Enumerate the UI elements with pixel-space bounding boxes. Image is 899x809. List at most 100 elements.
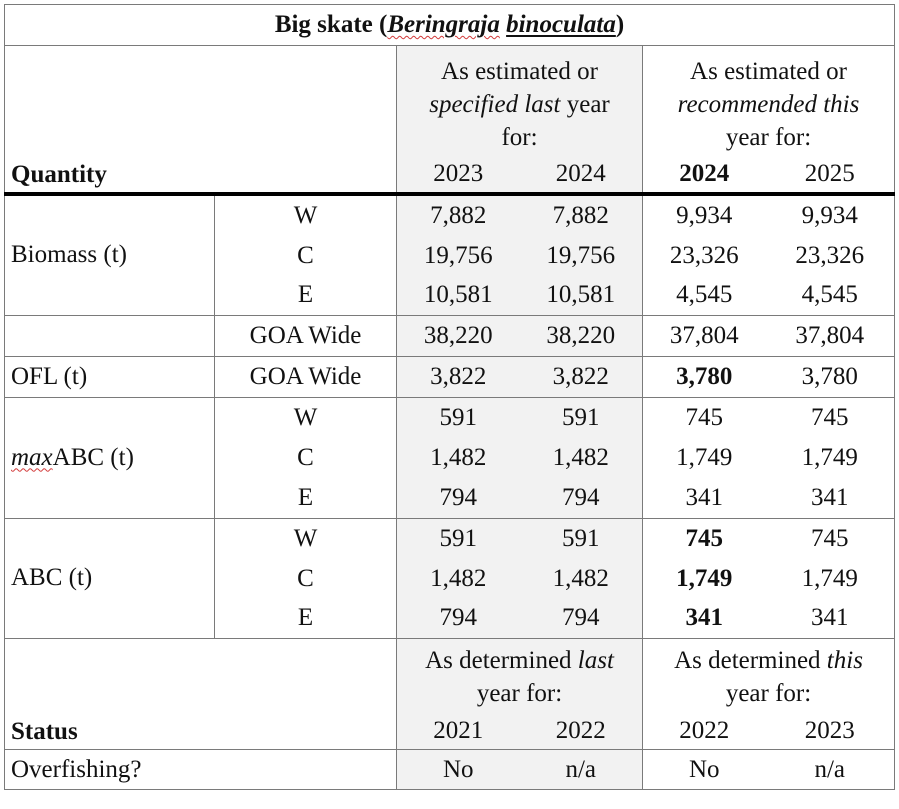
year-header-row: 2023 2024 2024 2025 <box>5 155 895 196</box>
table-row: ABC (t) W 591 591 745 745 <box>4 517 895 639</box>
value-cell: 341 <box>642 598 766 639</box>
overfishing-value: n/a <box>519 749 643 790</box>
overfishing-value: No <box>396 749 520 790</box>
value-cell: 745 <box>765 517 895 559</box>
value-cell: 1,749 <box>642 437 766 478</box>
biomass-label-spacer <box>4 315 215 357</box>
value-cell: 794 <box>396 598 520 639</box>
value-cell: 3,822 <box>519 355 643 398</box>
value-cell: 1,749 <box>642 558 766 599</box>
status-header: Status <box>4 637 397 750</box>
last-year-header: As estimated or specified last year for: <box>396 45 643 156</box>
value-cell: 10,581 <box>396 275 520 316</box>
value-cell: 591 <box>396 517 520 559</box>
status-year: 2022 <box>519 712 643 750</box>
area-cell: GOA Wide <box>214 314 397 357</box>
table-row: E 794 794 341 341 <box>5 598 895 639</box>
value-cell: 794 <box>519 477 643 519</box>
this-year-header: As estimated or recommended this year fo… <box>642 45 895 156</box>
value-cell: 591 <box>519 517 643 559</box>
table-row: C 1,482 1,482 1,749 1,749 <box>5 558 895 599</box>
value-cell: 19,756 <box>519 235 643 276</box>
value-cell: 9,934 <box>642 193 766 236</box>
value-cell: 23,326 <box>642 235 766 276</box>
value-cell: 794 <box>519 598 643 639</box>
area-cell: C <box>214 437 397 478</box>
value-cell: 3,822 <box>396 355 520 398</box>
value-cell: 7,882 <box>396 193 520 236</box>
table-row: C 1,482 1,482 1,749 1,749 <box>5 437 895 478</box>
table-row: OFL (t) GOA Wide 3,822 3,822 3,780 3,780 <box>4 355 895 398</box>
title-genus: Beringraja <box>387 11 500 38</box>
value-cell: 1,482 <box>396 558 520 599</box>
overfishing-value: No <box>642 749 766 790</box>
year-header: 2025 <box>765 155 895 196</box>
area-cell: GOA Wide <box>214 355 397 398</box>
value-cell: 591 <box>519 396 643 438</box>
value-cell: 3,780 <box>642 355 766 398</box>
year-header: 2024 <box>519 155 643 196</box>
value-cell: 38,220 <box>396 314 520 357</box>
maxabc-label: maxABC (t) <box>4 396 215 519</box>
value-cell: 37,804 <box>642 314 766 357</box>
value-cell: 23,326 <box>765 235 895 276</box>
table-row: C 19,756 19,756 23,326 23,326 <box>5 235 895 276</box>
value-cell: 1,482 <box>396 437 520 478</box>
value-cell: 10,581 <box>519 275 643 316</box>
status-year: 2023 <box>765 712 895 750</box>
value-cell: 19,756 <box>396 235 520 276</box>
value-cell: 745 <box>642 396 766 438</box>
status-this-year-header: As determined this year for: <box>642 637 895 712</box>
value-cell: 1,482 <box>519 558 643 599</box>
table-row: maxABC (t) W 591 591 745 745 <box>4 396 895 519</box>
value-cell: 794 <box>396 477 520 519</box>
value-cell: 341 <box>765 598 895 639</box>
area-cell: E <box>214 275 397 316</box>
table-row: E 10,581 10,581 4,545 4,545 <box>5 275 895 316</box>
big-skate-table-wrapper: Big skate (Beringraja binoculata) Quanti… <box>4 4 895 790</box>
big-skate-table: Big skate (Beringraja binoculata) Quanti… <box>4 4 895 790</box>
overfishing-value: n/a <box>765 749 895 790</box>
value-cell: 9,934 <box>765 193 895 236</box>
status-header-row: Status As determined last year for: As d… <box>4 637 895 750</box>
value-cell: 745 <box>642 517 766 559</box>
value-cell: 1,749 <box>765 558 895 599</box>
table-row: E 794 794 341 341 <box>5 477 895 519</box>
value-cell: 4,545 <box>642 275 766 316</box>
status-year: 2021 <box>396 712 520 750</box>
value-cell: 341 <box>642 477 766 519</box>
biomass-label: Biomass (t) <box>4 193 215 316</box>
value-cell: 4,545 <box>765 275 895 316</box>
value-cell: 341 <box>765 477 895 519</box>
ofl-label: OFL (t) <box>4 355 215 398</box>
value-cell: 37,804 <box>765 314 895 357</box>
table-row: Biomass (t) W 7,882 7,882 9,934 9,934 <box>4 193 895 316</box>
abc-label: ABC (t) <box>4 517 215 639</box>
area-cell: W <box>214 396 397 438</box>
area-cell: E <box>214 477 397 519</box>
overfishing-label: Overfishing? <box>4 749 397 790</box>
header-row: Quantity As estimated or specified last … <box>4 45 895 196</box>
area-cell: W <box>214 517 397 559</box>
area-cell: E <box>214 598 397 639</box>
table-row: GOA Wide 38,220 38,220 37,804 37,804 <box>4 314 895 357</box>
title-row: Big skate (Beringraja binoculata) <box>4 4 895 46</box>
area-cell: W <box>214 193 397 236</box>
table-title: Big skate (Beringraja binoculata) <box>4 4 895 46</box>
status-last-year-header: As determined last year for: <box>396 637 643 712</box>
title-species: binoculata <box>506 11 616 38</box>
year-header: 2024 <box>642 155 766 196</box>
year-header: 2023 <box>396 155 520 196</box>
area-cell: C <box>214 235 397 276</box>
value-cell: 38,220 <box>519 314 643 357</box>
quantity-header: Quantity <box>4 45 397 196</box>
value-cell: 1,749 <box>765 437 895 478</box>
table-row: Overfishing? No n/a No n/a <box>4 749 895 790</box>
value-cell: 7,882 <box>519 193 643 236</box>
value-cell: 1,482 <box>519 437 643 478</box>
status-year: 2022 <box>642 712 766 750</box>
value-cell: 745 <box>765 396 895 438</box>
value-cell: 591 <box>396 396 520 438</box>
value-cell: 3,780 <box>765 355 895 398</box>
area-cell: C <box>214 558 397 599</box>
